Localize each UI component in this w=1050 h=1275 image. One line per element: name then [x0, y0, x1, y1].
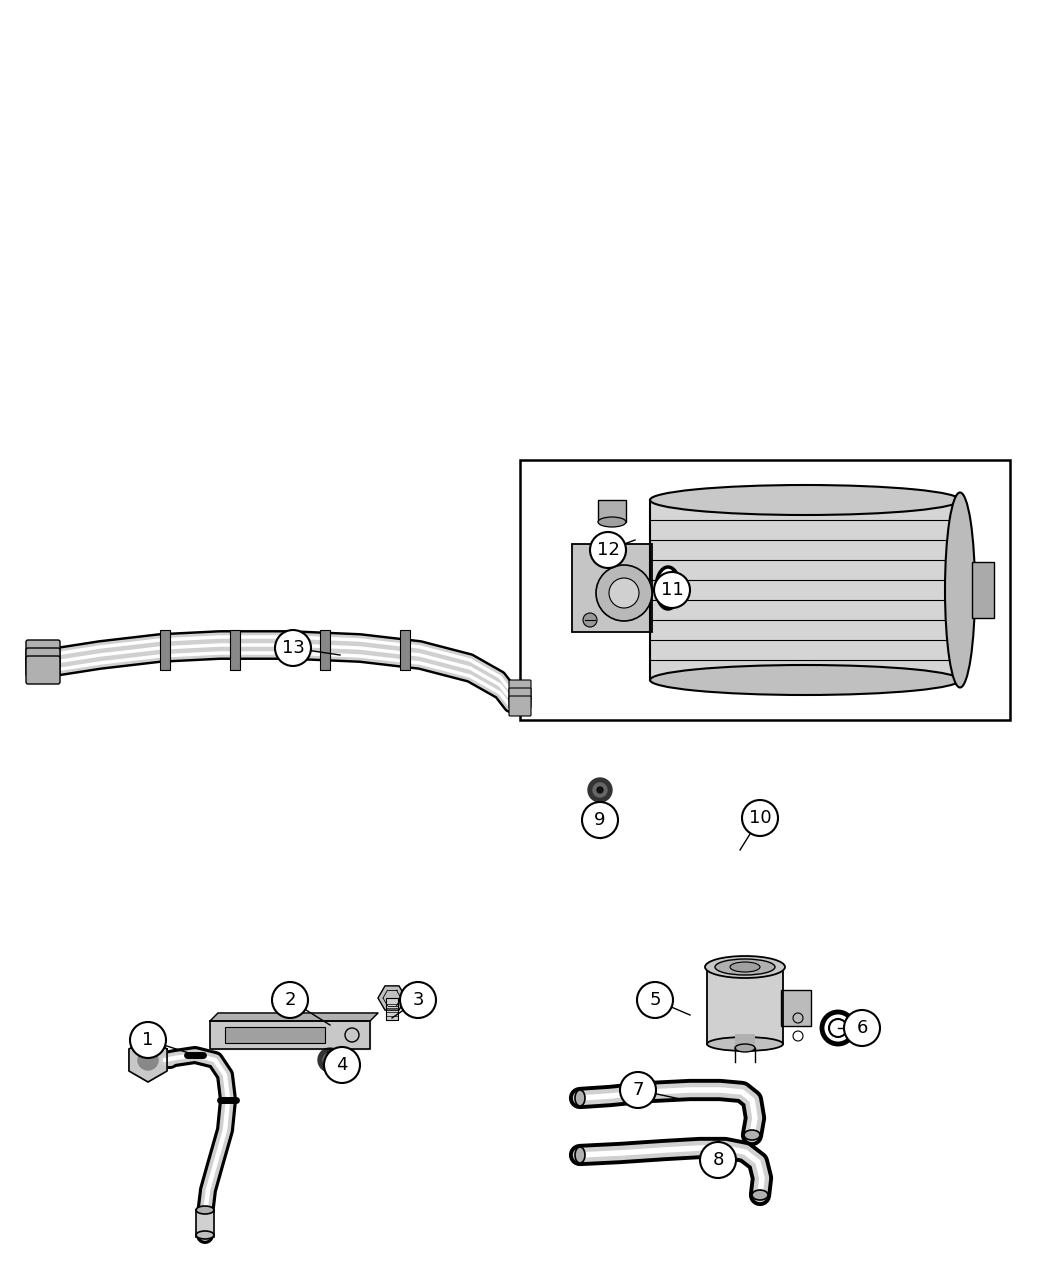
Circle shape [323, 1053, 337, 1067]
Ellipse shape [656, 567, 680, 609]
Ellipse shape [650, 666, 960, 695]
FancyBboxPatch shape [509, 688, 531, 708]
Ellipse shape [705, 956, 785, 978]
Ellipse shape [735, 1044, 755, 1052]
Bar [707, 972, 783, 1044]
Circle shape [700, 1142, 736, 1178]
Bar [400, 630, 410, 669]
Circle shape [596, 565, 652, 621]
Circle shape [593, 783, 607, 797]
Text: 9: 9 [594, 811, 606, 829]
Ellipse shape [707, 1037, 783, 1051]
Ellipse shape [575, 1148, 585, 1163]
Text: 1: 1 [143, 1031, 153, 1049]
Text: 13: 13 [281, 639, 304, 657]
Circle shape [400, 982, 436, 1017]
Ellipse shape [730, 963, 760, 972]
FancyBboxPatch shape [225, 1026, 326, 1043]
Bar [735, 1034, 755, 1048]
Bar [196, 1213, 214, 1237]
Bar [781, 989, 811, 1026]
Text: 11: 11 [660, 581, 684, 599]
Bar [650, 500, 960, 680]
Bar [598, 500, 626, 521]
Circle shape [327, 1057, 333, 1063]
Ellipse shape [662, 575, 675, 601]
Circle shape [138, 1051, 158, 1070]
Bar [320, 630, 330, 669]
Circle shape [822, 1012, 854, 1044]
Bar [386, 998, 398, 1020]
Circle shape [654, 572, 690, 608]
FancyBboxPatch shape [26, 640, 60, 668]
Circle shape [272, 982, 308, 1017]
Text: 7: 7 [632, 1081, 644, 1099]
Text: 4: 4 [336, 1056, 348, 1074]
Ellipse shape [744, 1130, 760, 1140]
Ellipse shape [752, 1190, 768, 1200]
Circle shape [597, 787, 603, 793]
Bar [520, 460, 1010, 720]
Circle shape [637, 982, 673, 1017]
Ellipse shape [598, 516, 626, 527]
Bar [572, 544, 652, 632]
Circle shape [130, 1023, 166, 1058]
Polygon shape [378, 986, 406, 1010]
Text: 10: 10 [749, 810, 772, 827]
Circle shape [275, 630, 311, 666]
Circle shape [318, 1048, 342, 1072]
Circle shape [620, 1072, 656, 1108]
Ellipse shape [196, 1206, 214, 1214]
Bar [230, 630, 240, 669]
Polygon shape [210, 1021, 370, 1049]
FancyBboxPatch shape [509, 696, 531, 717]
Bar [160, 630, 170, 669]
Circle shape [609, 578, 639, 608]
FancyBboxPatch shape [509, 680, 531, 700]
Ellipse shape [650, 484, 960, 515]
Bar [972, 562, 994, 618]
FancyBboxPatch shape [26, 648, 60, 676]
Circle shape [324, 1047, 360, 1082]
Ellipse shape [196, 1230, 214, 1239]
Text: 2: 2 [285, 991, 296, 1009]
Polygon shape [210, 1014, 378, 1021]
Text: 8: 8 [712, 1151, 723, 1169]
Polygon shape [129, 1038, 167, 1082]
Text: 12: 12 [596, 541, 620, 558]
Circle shape [583, 613, 597, 627]
Circle shape [742, 799, 778, 836]
Circle shape [588, 778, 612, 802]
Text: 6: 6 [857, 1019, 867, 1037]
Circle shape [582, 802, 618, 838]
Text: 5: 5 [649, 991, 660, 1009]
Circle shape [590, 532, 626, 567]
Text: 3: 3 [413, 991, 424, 1009]
Ellipse shape [945, 492, 975, 687]
FancyBboxPatch shape [26, 657, 60, 683]
Ellipse shape [715, 959, 775, 975]
Ellipse shape [575, 1090, 585, 1105]
Circle shape [844, 1010, 880, 1046]
